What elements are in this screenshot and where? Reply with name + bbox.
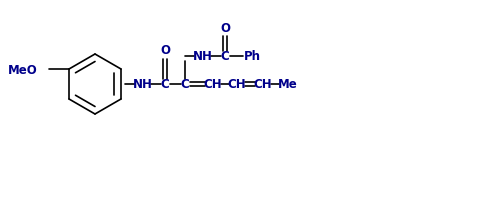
Text: C: C [221, 50, 229, 63]
Text: MeO: MeO [8, 63, 38, 76]
Text: O: O [160, 44, 170, 57]
Text: C: C [180, 78, 189, 91]
Text: NH: NH [133, 78, 153, 91]
Text: Ph: Ph [244, 50, 260, 63]
Text: O: O [220, 21, 230, 34]
Text: Me: Me [278, 78, 298, 91]
Text: CH: CH [254, 78, 272, 91]
Text: C: C [161, 78, 170, 91]
Text: CH: CH [204, 78, 222, 91]
Text: CH: CH [228, 78, 246, 91]
Text: NH: NH [193, 50, 213, 63]
